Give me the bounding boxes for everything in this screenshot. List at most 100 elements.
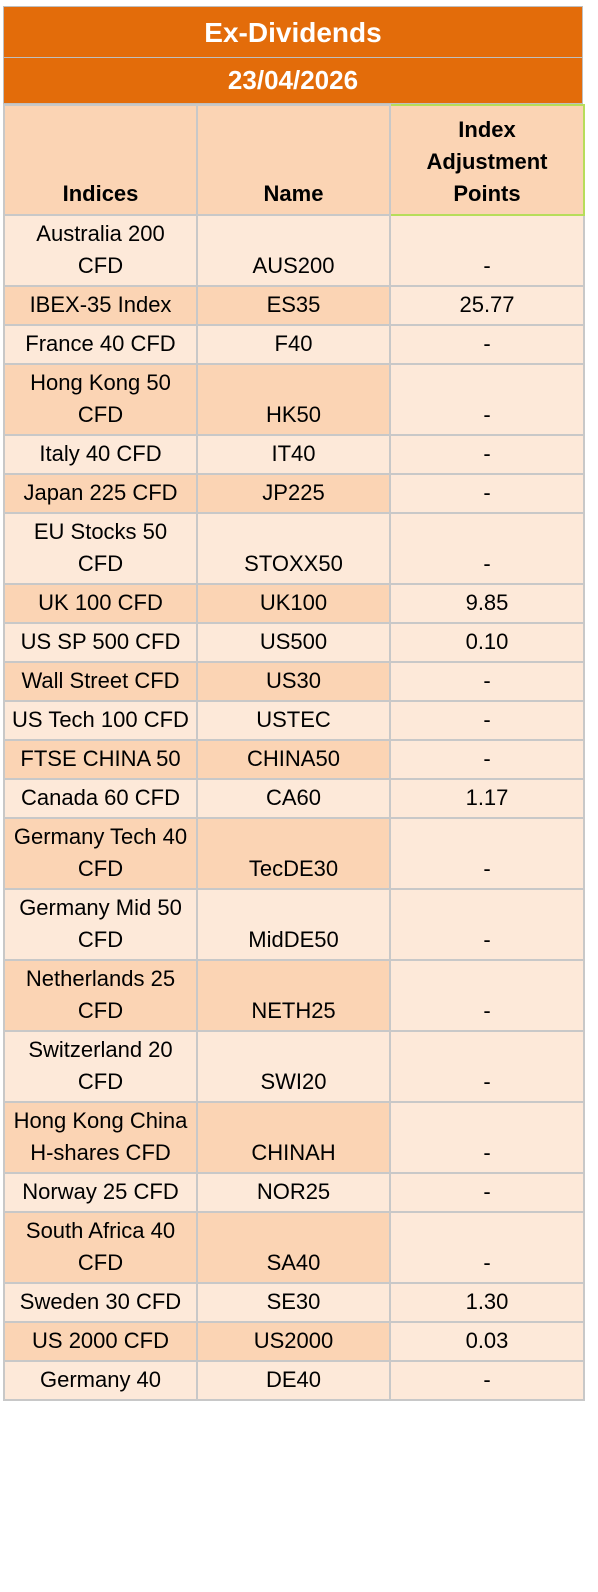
cell-points: - (389, 473, 585, 514)
cell-name: US30 (196, 661, 391, 702)
cell-points: 1.30 (389, 1282, 585, 1323)
cell-name: STOXX50 (196, 512, 391, 585)
table-row: EU Stocks 50 CFD STOXX50- (3, 512, 585, 585)
table-row: Germany Mid 50 CFD MidDE50- (3, 888, 585, 961)
cell-points: - (389, 1360, 585, 1401)
cell-name: CHINA50 (196, 739, 391, 780)
cell-name: SE30 (196, 1282, 391, 1323)
cell-name: IT40 (196, 434, 391, 475)
cell-index: Italy 40 CFD (3, 434, 198, 475)
cell-name: US500 (196, 622, 391, 663)
cell-name: SA40 (196, 1211, 391, 1284)
cell-name: AUS200 (196, 214, 391, 287)
cell-points: - (389, 888, 585, 961)
cell-name: US2000 (196, 1321, 391, 1362)
table-body: Australia 200 CFD AUS200- IBEX-35 Index ES… (3, 214, 585, 1401)
cell-index: IBEX-35 Index (3, 285, 198, 326)
table-header-row: Indices Name Index Adjustment Points (3, 104, 585, 216)
table-row: Italy 40 CFD IT40- (3, 434, 585, 475)
cell-index: US 2000 CFD (3, 1321, 198, 1362)
cell-index: Germany Tech 40 CFD (3, 817, 198, 890)
cell-name: USTEC (196, 700, 391, 741)
cell-points: - (389, 1101, 585, 1174)
cell-name: SWI20 (196, 1030, 391, 1103)
cell-name: CA60 (196, 778, 391, 819)
cell-name: UK100 (196, 583, 391, 624)
cell-index: Australia 200 CFD (3, 214, 198, 287)
table-row: Sweden 30 CFD SE30 1.30 (3, 1282, 585, 1323)
cell-index: Norway 25 CFD (3, 1172, 198, 1213)
cell-points: - (389, 661, 585, 702)
cell-name: NETH25 (196, 959, 391, 1032)
cell-points: - (389, 1172, 585, 1213)
table-row: Netherlands 25 CFD NETH25- (3, 959, 585, 1032)
table-row: Switzerland 20 CFD SWI20- (3, 1030, 585, 1103)
cell-index: FTSE CHINA 50 (3, 739, 198, 780)
column-header-adjustment-points-label: Index Adjustment Points (426, 117, 548, 206)
table-row: Canada 60 CFD CA60 1.17 (3, 778, 585, 819)
cell-points: - (389, 363, 585, 436)
table-row: US 2000 CFD US2000 0.03 (3, 1321, 585, 1362)
sheet-title: Ex-Dividends (3, 6, 583, 58)
cell-points: - (389, 959, 585, 1032)
cell-name: MidDE50 (196, 888, 391, 961)
column-header-name: Name (196, 104, 391, 216)
table-row: Australia 200 CFD AUS200- (3, 214, 585, 287)
cell-index: Germany 40 (3, 1360, 198, 1401)
cell-points: - (389, 512, 585, 585)
table-row: Germany Tech 40 CFD TecDE30- (3, 817, 585, 890)
table-row: UK 100 CFD UK100 9.85 (3, 583, 585, 624)
cell-name: TecDE30 (196, 817, 391, 890)
table-row: France 40 CFD F40- (3, 324, 585, 365)
column-header-adjustment-points: Index Adjustment Points (389, 104, 585, 216)
cell-points: 25.77 (389, 285, 585, 326)
cell-points: - (389, 817, 585, 890)
cell-points: 0.10 (389, 622, 585, 663)
cell-name: JP225 (196, 473, 391, 514)
ex-dividends-table: Indices Name Index Adjustment Points Aus… (3, 104, 585, 1401)
cell-points: - (389, 1030, 585, 1103)
table-row: Norway 25 CFD NOR25- (3, 1172, 585, 1213)
table-row: Germany 40 DE40- (3, 1360, 585, 1401)
cell-index: France 40 CFD (3, 324, 198, 365)
cell-index: EU Stocks 50 CFD (3, 512, 198, 585)
cell-name: CHINAH (196, 1101, 391, 1174)
cell-name: ES35 (196, 285, 391, 326)
cell-index: Hong Kong 50 CFD (3, 363, 198, 436)
cell-index: UK 100 CFD (3, 583, 198, 624)
sheet-date: 23/04/2026 (3, 58, 583, 104)
table-row: Hong Kong 50 CFD HK50- (3, 363, 585, 436)
cell-index: US Tech 100 CFD (3, 700, 198, 741)
cell-name: F40 (196, 324, 391, 365)
ex-dividends-sheet: Ex-Dividends 23/04/2026 Indices Name Ind… (3, 6, 585, 1401)
cell-index: South Africa 40 CFD (3, 1211, 198, 1284)
cell-index: Netherlands 25 CFD (3, 959, 198, 1032)
cell-points: - (389, 434, 585, 475)
table-row: US Tech 100 CFD USTEC - (3, 700, 585, 741)
column-header-indices: Indices (3, 104, 198, 216)
cell-index: Canada 60 CFD (3, 778, 198, 819)
cell-index: Switzerland 20 CFD (3, 1030, 198, 1103)
cell-points: - (389, 324, 585, 365)
table-row: Japan 225 CFD JP225- (3, 473, 585, 514)
cell-name: DE40 (196, 1360, 391, 1401)
cell-index: Sweden 30 CFD (3, 1282, 198, 1323)
cell-name: HK50 (196, 363, 391, 436)
cell-points: - (389, 214, 585, 287)
cell-name: NOR25 (196, 1172, 391, 1213)
cell-index: Hong Kong China H-shares CFD (3, 1101, 198, 1174)
cell-points: - (389, 1211, 585, 1284)
cell-points: 1.17 (389, 778, 585, 819)
table-row: FTSE CHINA 50 CHINA50- (3, 739, 585, 780)
cell-index: US SP 500 CFD (3, 622, 198, 663)
cell-index: Wall Street CFD (3, 661, 198, 702)
table-row: IBEX-35 Index ES35 25.77 (3, 285, 585, 326)
table-row: South Africa 40 CFD SA40- (3, 1211, 585, 1284)
cell-index: Germany Mid 50 CFD (3, 888, 198, 961)
cell-points: - (389, 739, 585, 780)
table-row: Wall Street CFD US30- (3, 661, 585, 702)
cell-index: Japan 225 CFD (3, 473, 198, 514)
cell-points: 0.03 (389, 1321, 585, 1362)
table-row: Hong Kong China H-shares CFD CHINAH - (3, 1101, 585, 1174)
cell-points: 9.85 (389, 583, 585, 624)
